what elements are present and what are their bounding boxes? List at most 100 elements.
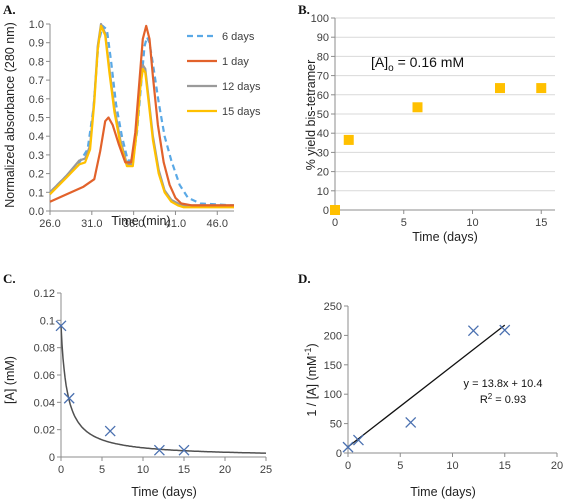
b-note-base: [A] [371, 54, 388, 70]
panel-c: C. 0 0.02 0.04 0.06 0.08 0.1 0.12 0 5 10 15 20 25 Ti… [0, 253, 285, 503]
b-x-tick-label: 10 [466, 217, 478, 229]
chart-b: B. 0 10 20 30 40 50 60 70 80 90 100 0 5 10 15 [A]o = 0… [298, 2, 555, 244]
b-y-tick-label: 40 [317, 128, 329, 140]
c-y-tick-label: 0 [49, 452, 55, 464]
panel-b-label: B. [298, 2, 310, 17]
a-y-tick-label: 0.0 [29, 206, 44, 218]
c-y-tick-label: 0.1 [40, 315, 55, 327]
b-y-tick-label: 20 [317, 167, 329, 179]
d-data-point [342, 441, 354, 453]
c-y-tick-label: 0.06 [34, 370, 55, 382]
c-x-tick-label: 20 [219, 464, 231, 476]
c-x-axis-label: Time (days) [131, 485, 197, 499]
d-r2-sup: 2 [488, 392, 493, 401]
b-y-tick-label: 50 [317, 109, 329, 121]
b-note-sub: o [388, 63, 394, 74]
d-x-tick-label: 20 [551, 460, 563, 472]
panel-a-label: A. [3, 2, 16, 17]
c-data-point [63, 392, 75, 404]
chart-a: A. 0.0 0.1 0.2 0.3 0.4 0.5 0.6 0.7 0.8 0.9 1.0 26.0… [3, 2, 261, 230]
b-data-point [495, 83, 505, 94]
a-x-axis-label: Time (min) [111, 214, 170, 228]
d-y-tick-label: 0 [336, 448, 342, 460]
d-r2-rest: = 0.93 [492, 394, 526, 406]
d-data-point [352, 434, 364, 446]
panel-d: D. 0 50 100 150 200 250 0 5 10 15 20 y = 13.8x + 1… [285, 253, 569, 503]
b-y-tick-label: 70 [317, 71, 329, 83]
b-note-rest: = 0.16 mM [394, 54, 464, 70]
a-y-tick-label: 0.4 [29, 131, 44, 143]
b-y-tick-label: 10 [317, 186, 329, 198]
a-legend: 6 days 1 day 12 days 15 days [187, 31, 261, 118]
a-series-group [49, 22, 235, 209]
d-ylabel-text: 1 / [A] (mM [305, 356, 319, 417]
c-fit-curve [60, 325, 267, 454]
a-y-axis-label: Normalized absorbance (280 nm) [3, 22, 17, 208]
a-y-tick-label: 1.0 [29, 19, 44, 31]
d-x-tick-label: 15 [499, 460, 511, 472]
d-y-tick-label: 100 [324, 389, 342, 401]
panel-b: B. 0 10 20 30 40 50 60 70 80 90 100 0 5 10 15 [A]o = 0… [285, 0, 569, 250]
chart-c: C. 0 0.02 0.04 0.06 0.08 0.1 0.12 0 5 10 15 20 25 Ti… [3, 271, 273, 499]
chart-d: D. 0 50 100 150 200 250 0 5 10 15 20 y = 13.8x + 1… [298, 271, 563, 499]
c-data-point [104, 425, 116, 437]
a-series-line-6-days [49, 24, 235, 207]
d-r-squared: R2 = 0.93 [480, 392, 526, 406]
panel-d-label: D. [298, 271, 311, 286]
d-y-axis-label: 1 / [A] (mM-1) [303, 343, 319, 416]
d-x-axis-label: Time (days) [410, 485, 476, 499]
c-data-point [153, 444, 165, 456]
b-y-tick-label: 100 [311, 13, 329, 25]
b-points [330, 83, 547, 215]
c-axes: 0 0.02 0.04 0.06 0.08 0.1 0.12 0 5 10 15 20 25 [34, 288, 273, 476]
b-concentration-note: [A]o = 0.16 mM [371, 54, 464, 74]
b-y-axis-label: % yield bis-tetramer [304, 60, 318, 170]
d-points [342, 324, 511, 453]
d-data-point [405, 416, 417, 428]
a-series-line-1-day [49, 24, 234, 207]
b-axes: 0 10 20 30 40 50 60 70 80 90 100 0 5 10 15 [311, 13, 555, 229]
b-data-point [343, 134, 354, 145]
a-y-tick-label: 0.5 [29, 113, 44, 125]
d-data-point [467, 325, 479, 337]
b-y-tick-label: 80 [317, 51, 329, 63]
a-legend-label: 15 days [222, 106, 261, 118]
c-y-tick-label: 0.08 [34, 343, 55, 355]
d-y-tick-label: 50 [330, 419, 342, 431]
d-fit-line [347, 324, 506, 448]
c-points [55, 320, 267, 456]
panel-c-label: C. [3, 271, 16, 286]
d-r2-base: R [480, 394, 488, 406]
d-x-tick-label: 0 [345, 460, 351, 472]
b-y-tick-label: 0 [323, 205, 329, 217]
d-y-tick-label: 250 [324, 301, 342, 313]
c-y-tick-label: 0.12 [34, 288, 55, 300]
a-x-tick-label: 46.0 [207, 218, 228, 230]
b-x-tick-label: 0 [332, 217, 338, 229]
b-data-point [536, 83, 547, 94]
c-x-tick-label: 15 [178, 464, 190, 476]
c-x-tick-label: 10 [137, 464, 149, 476]
d-axes: 0 50 100 150 200 250 0 5 10 15 20 [324, 301, 563, 472]
b-y-tick-label: 60 [317, 90, 329, 102]
a-y-tick-label: 0.8 [29, 56, 44, 68]
a-axes: 0.0 0.1 0.2 0.3 0.4 0.5 0.6 0.7 0.8 0.9 1.0 26.0 31.… [29, 19, 234, 230]
a-y-tick-label: 0.2 [29, 169, 44, 181]
c-y-tick-label: 0.04 [34, 397, 55, 409]
a-legend-label: 6 days [222, 31, 255, 43]
b-data-point [412, 102, 423, 113]
b-y-tick-label: 30 [317, 147, 329, 159]
a-y-tick-label: 0.7 [29, 75, 44, 87]
c-data-point [55, 320, 67, 332]
d-ylabel-sup: -1 [303, 348, 313, 356]
d-y-tick-label: 150 [324, 360, 342, 372]
b-x-tick-label: 15 [535, 217, 547, 229]
panel-a: A. 0.0 0.1 0.2 0.3 0.4 0.5 0.6 0.7 0.8 0.9 1.0 26.0… [0, 0, 285, 250]
b-data-point [330, 205, 340, 215]
a-legend-label: 1 day [222, 56, 249, 68]
c-x-tick-label: 0 [58, 464, 64, 476]
d-x-tick-label: 5 [397, 460, 403, 472]
a-y-tick-label: 0.9 [29, 38, 44, 50]
a-y-tick-label: 0.3 [29, 150, 44, 162]
b-y-tick-label: 90 [317, 32, 329, 44]
